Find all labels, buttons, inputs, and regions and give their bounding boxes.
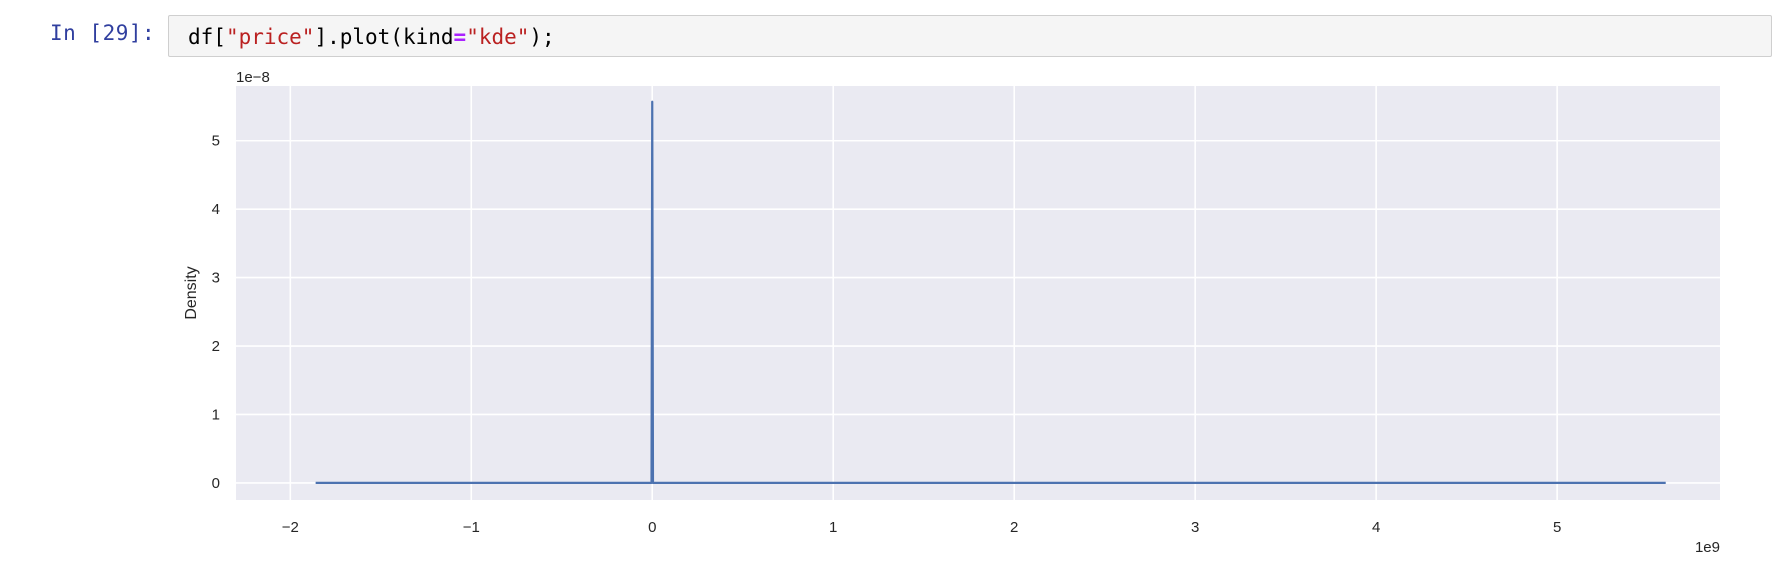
code-token-plain: df[ bbox=[188, 25, 226, 49]
code-token-operator: = bbox=[453, 25, 467, 49]
x-tick-label: −1 bbox=[463, 519, 480, 536]
kde-plot: −2 −1 0 1 2 3 4 5 0 1 2 3 4 5 1e−8 1e9 Density bbox=[183, 69, 1720, 556]
code-token-plain: ); bbox=[529, 25, 555, 49]
y-offset-label: 1e−8 bbox=[236, 70, 270, 86]
x-tick-label: 5 bbox=[1553, 519, 1561, 536]
x-tick-label: 2 bbox=[1010, 519, 1018, 536]
y-axis-label: Density bbox=[183, 266, 200, 319]
y-tick-label: 2 bbox=[212, 338, 220, 355]
output-area: −2 −1 0 1 2 3 4 5 0 1 2 3 4 5 1e−8 1e9 Density bbox=[168, 69, 1782, 574]
kde-line bbox=[315, 100, 1666, 484]
x-tick-label: 1 bbox=[829, 519, 837, 536]
y-tick-label: 1 bbox=[212, 406, 220, 423]
code-text[interactable]: df["price"].plot(kind="kde"); bbox=[188, 25, 555, 49]
y-tick-label: 4 bbox=[212, 201, 220, 218]
x-tick-label: −2 bbox=[282, 519, 299, 536]
y-tick-label: 3 bbox=[212, 270, 220, 287]
input-prompt: In [29]: bbox=[50, 21, 156, 45]
code-token-string: "kde" bbox=[466, 25, 530, 49]
x-offset-label: 1e9 bbox=[1695, 539, 1720, 556]
code-input-area[interactable]: df["price"].plot(kind="kde"); bbox=[168, 15, 1772, 57]
y-tick-label: 5 bbox=[212, 133, 220, 150]
y-tick-label: 0 bbox=[212, 475, 220, 492]
x-tick-label: 0 bbox=[648, 519, 656, 536]
code-token-string: "price" bbox=[225, 25, 315, 49]
code-token-plain: ].plot(kind bbox=[314, 25, 454, 49]
plot-area bbox=[236, 86, 1720, 500]
x-tick-label: 4 bbox=[1372, 519, 1380, 536]
x-tick-label: 3 bbox=[1191, 519, 1199, 536]
